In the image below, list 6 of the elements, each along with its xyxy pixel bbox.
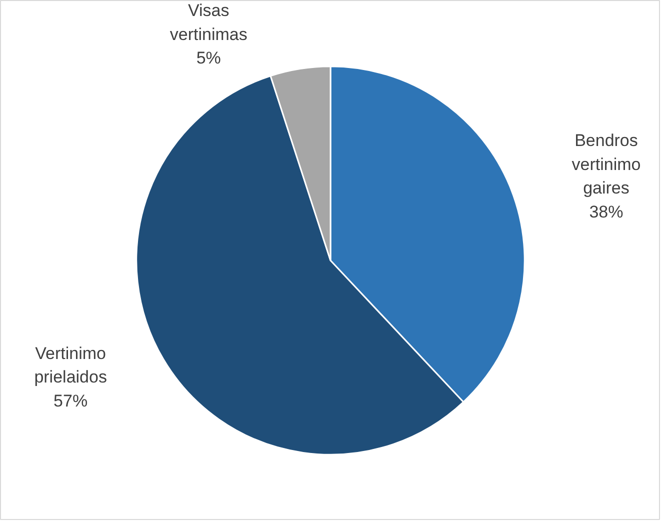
data-label: 38% — [589, 202, 624, 222]
data-label: 5% — [196, 48, 221, 68]
data-label: 57% — [54, 391, 88, 410]
slice-label: Bendros vertinimo gaires — [572, 131, 641, 198]
slice-label: Visas vertinimas — [170, 1, 248, 44]
slice-label: Vertinimo prielaidos — [34, 344, 107, 387]
